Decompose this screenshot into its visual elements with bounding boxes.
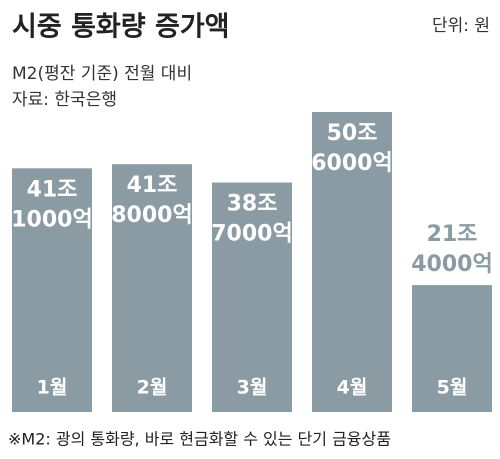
bar [312,112,392,412]
bar [412,285,492,412]
value-label: 38조 [227,192,278,217]
value-label: 21조 [427,222,478,247]
value-label: 50조 [327,121,378,146]
x-tick-label: 2월 [137,377,168,399]
value-label: 41조 [127,173,178,198]
value-label: 8000억 [111,203,192,228]
value-label: 7000억 [211,222,292,247]
x-tick-label: 5월 [437,377,468,399]
bar [112,164,192,412]
bar [212,182,292,412]
subtitle: M2(평잔 기준) 전월 대비 [12,64,192,84]
source: 자료: 한국은행 [12,90,117,110]
bar [12,168,92,412]
value-label: 1000억 [11,207,92,232]
x-tick-label: 3월 [237,377,268,399]
x-tick-label: 1월 [37,377,68,399]
x-tick-label: 4월 [337,377,368,399]
value-label: 4000억 [411,252,492,277]
value-label: 6000억 [311,151,392,176]
chart-title: 시중 통화량 증가액 [12,12,230,43]
value-label: 41조 [27,177,78,202]
footnote: ※M2: 광의 통화량, 바로 현금화할 수 있는 단기 금융상품 [8,430,391,449]
unit-label: 단위: 원 [432,16,490,36]
